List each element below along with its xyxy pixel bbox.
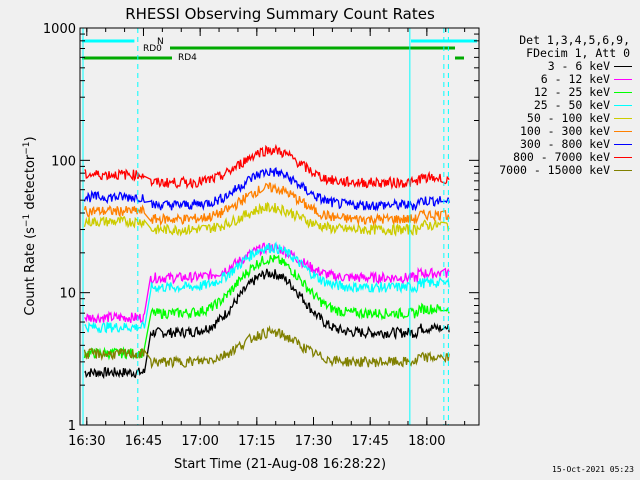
chart-title: RHESSI Observing Summary Count Rates (125, 5, 435, 23)
series-line (84, 242, 450, 325)
series-line (84, 268, 450, 380)
legend-swatch (614, 118, 632, 119)
x-axis-label: Start Time (21-Aug-08 16:28:22) (174, 457, 386, 472)
x-tick-label: 17:00 (181, 434, 218, 449)
legend-item: 12 - 25 keV (482, 86, 632, 99)
legend-item: 7000 - 15000 keV (482, 164, 632, 177)
legend-swatch (614, 105, 632, 106)
legend-label: 100 - 300 keV (519, 124, 610, 138)
plot-frame (79, 27, 480, 426)
legend-item: 3 - 6 keV (482, 60, 632, 73)
legend-swatch (614, 144, 632, 145)
legend-item: 300 - 800 keV (482, 138, 632, 151)
legend-header-2: FDecim 1, Att 0 (526, 46, 630, 60)
legend-label: 50 - 100 keV (526, 111, 610, 125)
legend-item: 50 - 100 keV (482, 112, 632, 125)
legend-label: 12 - 25 keV (533, 85, 610, 99)
x-tick-label: 16:30 (68, 434, 105, 449)
legend-item: 25 - 50 keV (482, 99, 632, 112)
legend-swatch (614, 66, 632, 67)
legend: Det 1,3,4,5,6,9, FDecim 1, Att 0 3 - 6 k… (482, 34, 632, 177)
legend-item: 100 - 300 keV (482, 125, 632, 138)
legend-item: 6 - 12 keV (482, 73, 632, 86)
x-tick-label: 17:45 (351, 434, 388, 449)
x-tick-label: 16:45 (125, 434, 162, 449)
y-tick-label: 1 (68, 419, 76, 434)
legend-label: 3 - 6 keV (547, 59, 610, 73)
series-line (83, 167, 450, 212)
y-tick-label: 100 (51, 154, 76, 169)
legend-item: 800 - 7000 keV (482, 151, 632, 164)
x-tick-label: 18:00 (408, 434, 445, 449)
series-line (84, 241, 450, 334)
y-tick-label: 10 (59, 287, 76, 302)
series-line (83, 325, 450, 370)
legend-label: 7000 - 15000 keV (499, 163, 610, 177)
series-line (84, 143, 450, 190)
series-line (83, 182, 450, 227)
series-layer (83, 143, 450, 380)
legend-swatch (614, 92, 632, 93)
legend-swatch (614, 131, 632, 132)
legend-label: 800 - 7000 keV (513, 150, 610, 164)
series-line (83, 201, 450, 237)
y-tick-label: 1000 (43, 22, 76, 37)
legend-swatch (614, 79, 632, 80)
y-axis: 1 10 100 1000 (43, 22, 479, 434)
legend-swatch (614, 170, 632, 171)
flag-rd0-label: RD0 (143, 44, 162, 54)
legend-swatch (614, 157, 632, 158)
x-axis: 16:30 16:45 17:00 17:15 17:30 17:45 18:00 (68, 28, 466, 449)
x-tick-label: 17:15 (238, 434, 275, 449)
legend-label: 25 - 50 keV (533, 98, 610, 112)
legend-label: 300 - 800 keV (519, 137, 610, 151)
x-tick-label: 17:30 (295, 434, 332, 449)
timestamp: 15-Oct-2021 05:23 (552, 465, 634, 474)
legend-label: 6 - 12 keV (540, 72, 610, 86)
flag-n-label: N (157, 37, 164, 47)
y-axis-label: Count Rate (s−1 detector−1) (22, 136, 38, 315)
legend-header-1: Det 1,3,4,5,6,9, (519, 33, 630, 47)
flag-rd4-label: RD4 (178, 53, 197, 63)
